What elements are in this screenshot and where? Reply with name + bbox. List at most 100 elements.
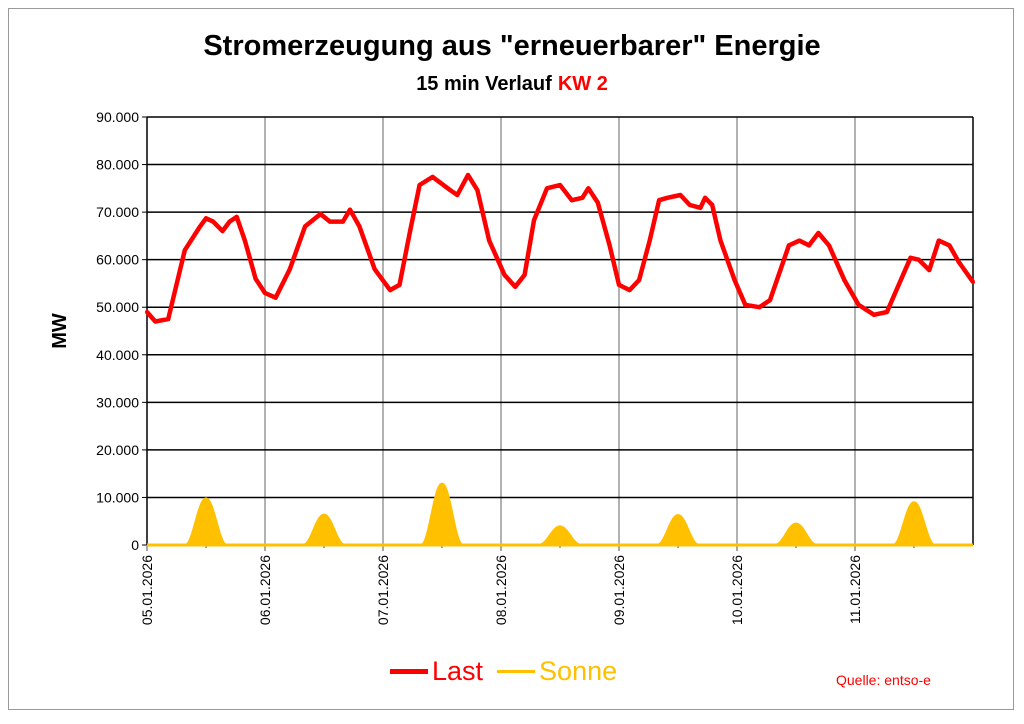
- legend-swatch-last: [390, 669, 428, 674]
- last-point: [204, 216, 208, 221]
- last-point: [153, 319, 158, 324]
- last-point: [732, 278, 737, 283]
- last-point: [816, 231, 821, 236]
- last-point: [558, 183, 562, 188]
- last-point: [896, 282, 901, 287]
- last-point: [372, 267, 377, 272]
- x-tick-label: 08.01.2026: [493, 555, 509, 625]
- last-point: [936, 238, 941, 243]
- series-last: [145, 172, 975, 324]
- sonne-peak-point: [559, 526, 561, 528]
- legend: Last Sonne: [390, 656, 617, 687]
- last-point: [340, 219, 345, 224]
- last-point: [607, 243, 612, 248]
- x-tick-label: 05.01.2026: [139, 555, 155, 625]
- last-point: [357, 224, 362, 229]
- source-note: Quelle: entso-e: [836, 672, 931, 688]
- last-point: [388, 288, 393, 293]
- last-point: [522, 272, 527, 277]
- x-tick-label: 09.01.2026: [611, 555, 627, 625]
- last-point: [166, 317, 171, 322]
- sonne-peak-point: [913, 502, 915, 504]
- chart-title: Stromerzeugung aus "erneuerbarer" Energi…: [203, 30, 821, 62]
- last-point: [806, 243, 811, 248]
- sonne-peak-point: [441, 483, 443, 485]
- last-point: [417, 183, 422, 188]
- last-point: [318, 212, 323, 217]
- last-point: [916, 257, 921, 262]
- last-point: [884, 309, 889, 314]
- y-tick-label: 30.000: [96, 394, 139, 410]
- last-point: [595, 200, 600, 205]
- last-point: [273, 295, 278, 300]
- legend-swatch-sonne: [497, 670, 536, 673]
- y-tick-label: 40.000: [96, 347, 139, 363]
- last-point: [971, 280, 975, 285]
- last-point: [397, 282, 402, 287]
- last-point: [182, 248, 187, 253]
- last-point: [220, 229, 225, 234]
- last-point: [545, 186, 550, 191]
- last-point: [627, 288, 632, 293]
- last-point: [586, 186, 591, 191]
- last-point: [408, 229, 413, 234]
- last-point: [842, 278, 847, 283]
- series-sonne: [147, 482, 973, 547]
- last-point: [698, 205, 703, 210]
- last-point: [198, 224, 203, 229]
- last-point: [455, 192, 460, 197]
- last-point: [242, 238, 247, 243]
- last-point: [253, 276, 258, 281]
- week-label: KW 2: [557, 73, 608, 95]
- last-point: [956, 260, 961, 265]
- last-point: [211, 219, 216, 224]
- last-point: [908, 255, 913, 260]
- y-tick-label: 0: [131, 537, 139, 553]
- last-point: [487, 238, 492, 243]
- last-point: [703, 195, 708, 200]
- subtitle-text: 15 min Verlauf: [416, 73, 552, 95]
- last-point: [227, 219, 232, 224]
- last-point: [617, 282, 621, 287]
- y-axis-label: MW: [49, 313, 71, 349]
- last-point: [532, 218, 537, 223]
- last-point: [347, 207, 352, 212]
- y-tick-label: 60.000: [96, 252, 139, 268]
- y-tick-label: 20.000: [96, 442, 139, 458]
- sonne-peak-point: [205, 498, 207, 500]
- x-tick-label: 06.01.2026: [257, 555, 273, 625]
- last-point: [448, 188, 453, 193]
- last-point: [145, 309, 149, 314]
- x-tick-label: 11.01.2026: [847, 555, 863, 624]
- x-tick-label: 07.01.2026: [375, 555, 391, 625]
- sonne-peak-point: [677, 515, 679, 517]
- last-point: [678, 192, 683, 197]
- last-point: [768, 298, 773, 303]
- last-point: [687, 202, 692, 207]
- last-point: [757, 305, 762, 310]
- x-tick-label: 10.01.2026: [729, 555, 745, 625]
- last-point: [287, 267, 292, 272]
- last-point: [465, 173, 470, 178]
- last-point: [710, 202, 715, 207]
- chart-frame: [8, 8, 1014, 710]
- last-point: [569, 198, 574, 203]
- sonne-peak-point: [795, 523, 797, 525]
- last-point: [234, 214, 239, 219]
- last-point: [718, 238, 723, 243]
- last-point: [871, 312, 876, 317]
- legend-label-last: Last: [432, 656, 484, 686]
- last-point: [665, 195, 670, 200]
- last-point: [303, 224, 308, 229]
- y-tick-label: 80.000: [96, 157, 139, 173]
- last-point: [947, 243, 952, 248]
- y-tick-label: 90.000: [96, 109, 139, 125]
- y-tick-label: 10.000: [96, 489, 139, 505]
- last-point: [797, 238, 802, 243]
- last-point: [647, 238, 652, 243]
- sonne-peak-point: [323, 514, 325, 516]
- y-tick-label: 70.000: [96, 204, 139, 220]
- last-point: [502, 272, 507, 277]
- last-point: [927, 268, 932, 273]
